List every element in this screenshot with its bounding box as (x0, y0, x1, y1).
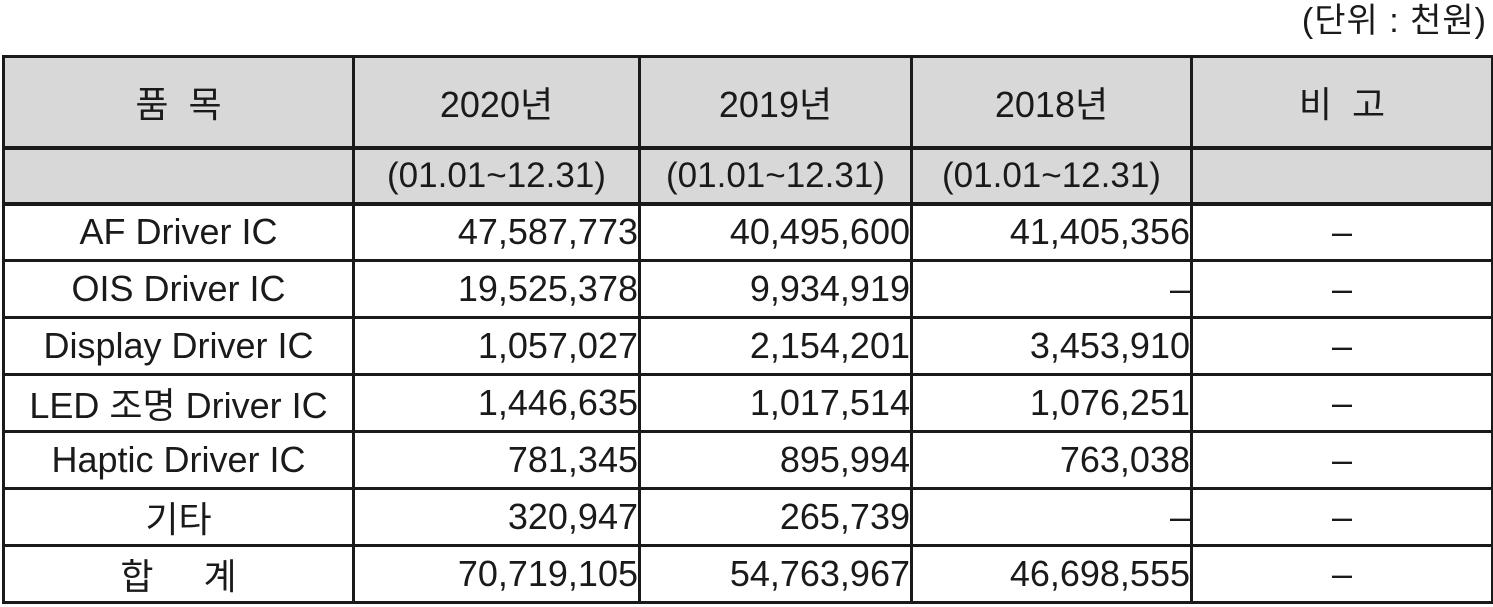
column-header-2020: 2020년 (352, 55, 641, 150)
column-header-2018: 2018년 (910, 55, 1193, 150)
value-2020-cell: 47,587,773 (352, 202, 641, 262)
table-row: Display Driver IC 1,057,027 2,154,201 3,… (2, 316, 1493, 376)
column-subheader-2020: (01.01~12.31) (352, 146, 641, 206)
column-subheader-item (2, 146, 355, 206)
table-header-row: 품 목 2020년 2019년 2018년 비 고 (2, 55, 1493, 150)
value-2018-cell: 41,405,356 (910, 202, 1193, 262)
note-cell: – (1190, 487, 1493, 547)
item-cell: AF Driver IC (2, 202, 355, 262)
table-row: LED 조명 Driver IC 1,446,635 1,017,514 1,0… (2, 373, 1493, 433)
value-2018-cell: – (910, 487, 1193, 547)
note-cell: – (1190, 259, 1493, 319)
value-2019-cell: 895,994 (638, 430, 913, 490)
value-2019-cell: 54,763,967 (638, 544, 913, 604)
value-2020-cell: 19,525,378 (352, 259, 641, 319)
note-cell: – (1190, 544, 1493, 604)
item-cell: LED 조명 Driver IC (2, 373, 355, 433)
column-header-2019: 2019년 (638, 55, 913, 150)
unit-note: (단위 : 천원) (1301, 2, 1487, 40)
item-cell: 합 계 (2, 544, 355, 604)
value-2020-cell: 70,719,105 (352, 544, 641, 604)
table-row: Haptic Driver IC 781,345 895,994 763,038… (2, 430, 1493, 490)
note-cell: – (1190, 373, 1493, 433)
value-2018-cell: – (910, 259, 1193, 319)
value-2018-cell: 1,076,251 (910, 373, 1193, 433)
column-header-item: 품 목 (2, 55, 355, 150)
value-2020-cell: 781,345 (352, 430, 641, 490)
value-2019-cell: 9,934,919 (638, 259, 913, 319)
value-2018-cell: 3,453,910 (910, 316, 1193, 376)
note-cell: – (1190, 430, 1493, 490)
table-row: AF Driver IC 47,587,773 40,495,600 41,40… (2, 202, 1493, 262)
item-cell: Display Driver IC (2, 316, 355, 376)
note-cell: – (1190, 316, 1493, 376)
column-header-note: 비 고 (1190, 55, 1493, 150)
column-subheader-2019: (01.01~12.31) (638, 146, 913, 206)
value-2020-cell: 1,446,635 (352, 373, 641, 433)
value-2019-cell: 1,017,514 (638, 373, 913, 433)
table-row: 기타 320,947 265,739 – – (2, 487, 1493, 547)
value-2019-cell: 265,739 (638, 487, 913, 547)
item-cell: Haptic Driver IC (2, 430, 355, 490)
note-cell: – (1190, 202, 1493, 262)
value-2018-cell: 763,038 (910, 430, 1193, 490)
item-cell: 기타 (2, 487, 355, 547)
item-cell: OIS Driver IC (2, 259, 355, 319)
value-2019-cell: 2,154,201 (638, 316, 913, 376)
table-subheader-row: (01.01~12.31) (01.01~12.31) (01.01~12.31… (2, 146, 1493, 206)
column-subheader-2018: (01.01~12.31) (910, 146, 1193, 206)
table-row-total: 합 계 70,719,105 54,763,967 46,698,555 – (2, 544, 1493, 604)
column-subheader-note (1190, 146, 1493, 206)
table-row: OIS Driver IC 19,525,378 9,934,919 – – (2, 259, 1493, 319)
value-2020-cell: 320,947 (352, 487, 641, 547)
value-2020-cell: 1,057,027 (352, 316, 641, 376)
product-sales-table: 품 목 2020년 2019년 2018년 비 고 (01.01~12.31) … (2, 55, 1493, 604)
value-2018-cell: 46,698,555 (910, 544, 1193, 604)
value-2019-cell: 40,495,600 (638, 202, 913, 262)
